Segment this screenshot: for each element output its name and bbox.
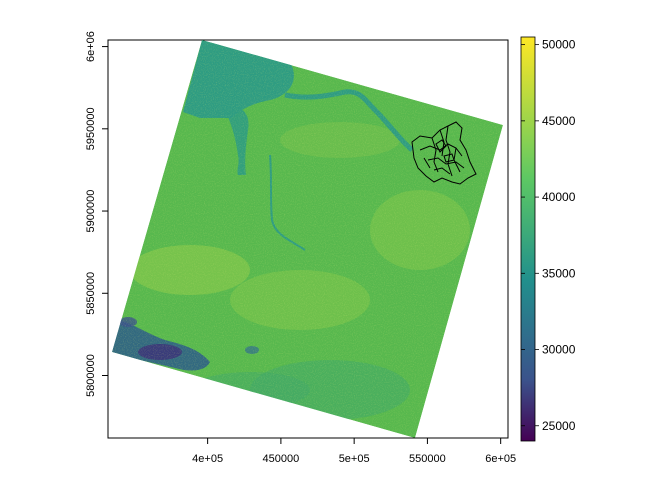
x-tick-label: 5e+05	[339, 453, 370, 465]
boundary-internal	[435, 139, 455, 163]
x-axis: 4e+05 450000 5e+05 550000 6e+05	[192, 437, 516, 465]
colorbar-tick-label: 30000	[542, 343, 576, 357]
y-tick-label: 5900000	[85, 190, 97, 233]
colorbar-ticks: 25000 30000 35000 40000 45000 50000	[521, 38, 576, 433]
colorbar-tick-label: 45000	[542, 114, 576, 128]
x-tick-label: 550000	[409, 453, 446, 465]
x-tick-label: 6e+05	[485, 453, 516, 465]
x-tick-label: 4e+05	[192, 453, 223, 465]
colorbar-tick-label: 35000	[542, 266, 576, 280]
raster-texture	[112, 40, 503, 438]
colorbar-tick-label: 25000	[542, 419, 576, 433]
colorbar: 25000 30000 35000 40000 45000 50000	[520, 36, 576, 442]
colorbar-tick-label: 50000	[542, 38, 576, 52]
y-axis: 5800000 5850000 5900000 5950000 6e+06	[85, 31, 109, 397]
x-tick-label: 450000	[263, 453, 300, 465]
boundary-outline	[411, 121, 477, 185]
y-tick-label: 5850000	[85, 272, 97, 315]
colorbar-tick-label: 40000	[542, 190, 576, 204]
y-tick-label: 5800000	[85, 354, 97, 397]
boundary-overlay	[411, 121, 477, 185]
y-tick-label: 5950000	[85, 107, 97, 150]
raster-scene	[112, 40, 503, 438]
y-tick-label: 6e+06	[85, 31, 97, 62]
colorbar-ramp	[520, 36, 536, 442]
